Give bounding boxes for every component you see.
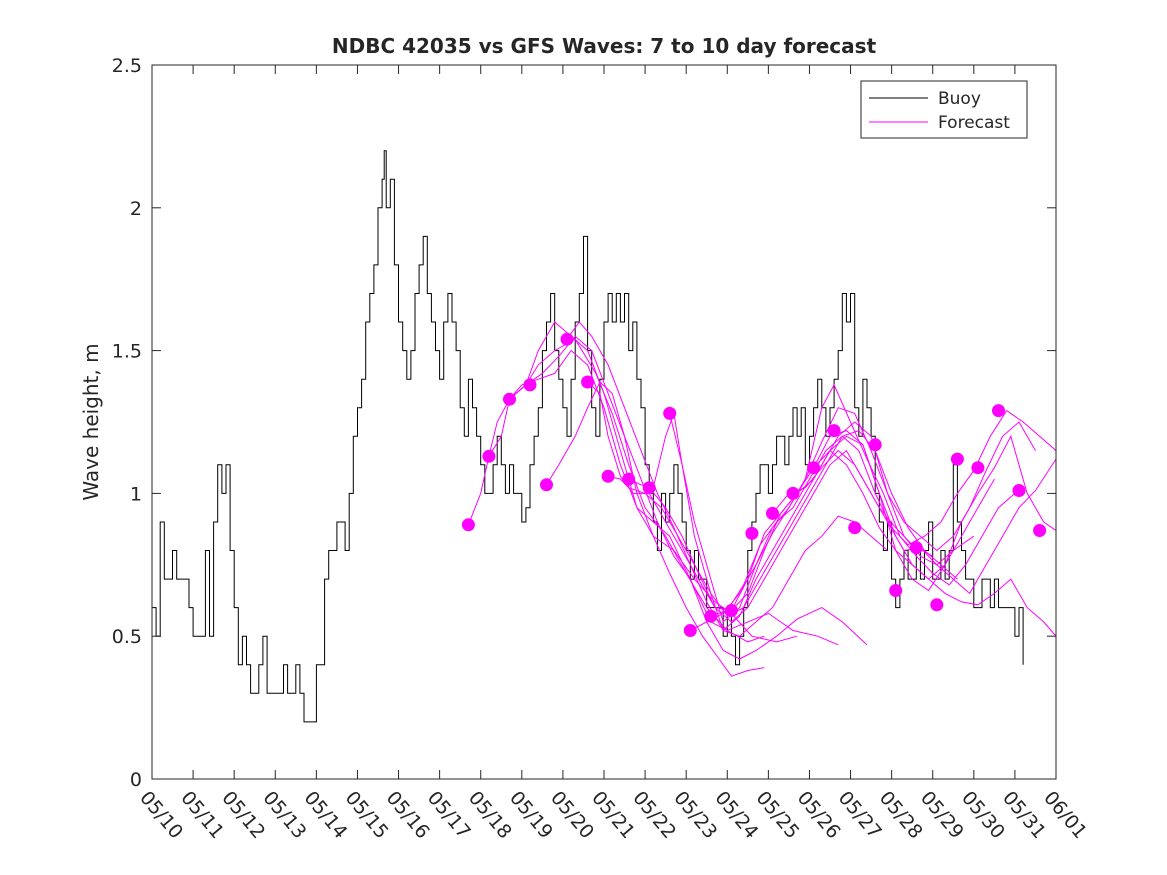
forecast-series-line (648, 430, 995, 612)
forecast-marker (807, 461, 821, 475)
y-tick-label: 1.5 (112, 341, 142, 363)
forecast-marker (930, 598, 944, 612)
legend-box (860, 80, 1028, 139)
forecast-series-line (669, 383, 1016, 623)
forecast-marker (848, 521, 862, 535)
forecast-series-line (813, 449, 1056, 637)
legend-label-buoy: Buoy (938, 89, 981, 109)
forecast-marker (663, 406, 677, 420)
chart-title: NDBC 42035 vs GFS Waves: 7 to 10 day for… (332, 34, 877, 58)
forecast-marker (642, 481, 656, 495)
forecast-marker (950, 452, 964, 466)
forecast-marker (766, 506, 779, 520)
forecast-marker (482, 449, 496, 463)
forecast-series-line (509, 349, 839, 646)
forecast-marker (889, 584, 903, 597)
y-tick-label: 0.5 (112, 626, 142, 648)
plot-area (152, 65, 1056, 779)
y-tick-label: 2.5 (112, 55, 142, 77)
forecast-marker (724, 604, 738, 617)
forecast-marker (560, 332, 574, 346)
forecast-marker (992, 404, 1005, 418)
legend: Buoy Forecast (860, 80, 1028, 139)
forecast-marker (622, 472, 636, 486)
forecast-marker (971, 461, 985, 475)
y-tick-label: 0 (130, 769, 142, 791)
forecast-marker (909, 541, 923, 555)
forecast-series-line (525, 335, 868, 660)
forecast-marker (1012, 484, 1026, 497)
buoy-series-line (152, 150, 1024, 723)
y-tick-label: 1 (130, 483, 142, 505)
forecast-marker (461, 518, 475, 532)
forecast-marker (786, 486, 800, 500)
forecast-marker (503, 392, 516, 406)
forecast-marker (683, 624, 697, 637)
forecast-series-line (546, 381, 765, 677)
legend-label-forecast: Forecast (938, 113, 1010, 133)
forecast-marker (745, 526, 759, 540)
forecast-series-line (467, 338, 765, 643)
y-axis-label: Wave height, m (79, 343, 103, 500)
forecast-marker (540, 478, 553, 492)
forecast-marker (704, 609, 718, 623)
forecast-markers (461, 332, 1047, 637)
forecast-series-line (690, 407, 1036, 631)
forecast-marker (868, 438, 882, 452)
forecast-marker (581, 375, 595, 389)
forecast-marker (1033, 524, 1047, 537)
forecast-series-line (607, 430, 958, 617)
forecast-marker (601, 469, 615, 483)
forecast-marker (523, 378, 537, 392)
forecast-series-line (710, 409, 1056, 617)
forecast-marker (827, 424, 841, 438)
y-tick-label: 2 (130, 198, 142, 220)
series-layer (152, 150, 1056, 723)
